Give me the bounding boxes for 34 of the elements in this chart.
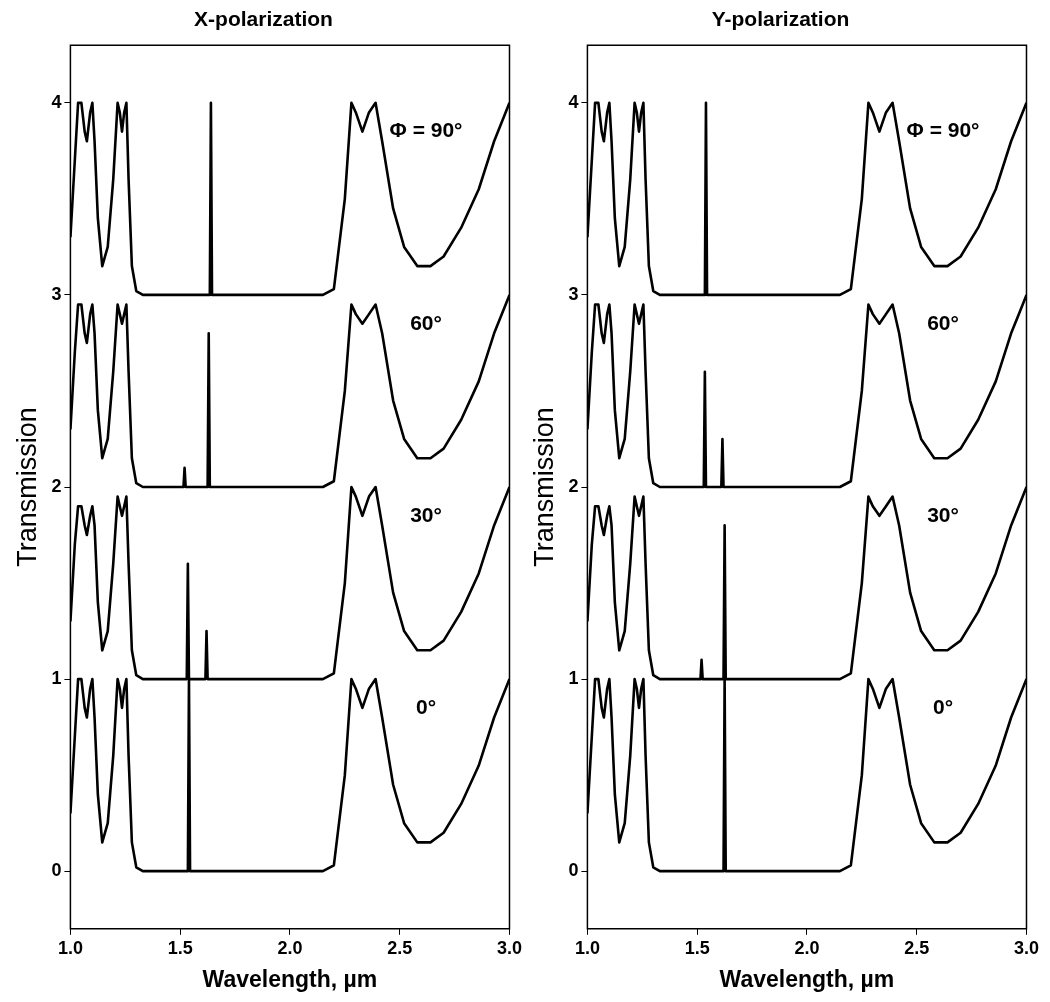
series-label: 0°	[416, 694, 437, 718]
x-tick-label: 2.0	[794, 937, 820, 958]
x-tick-label: 1.0	[57, 937, 83, 958]
y-tick-label: 2	[51, 475, 62, 496]
y-tick-label: 1	[568, 668, 579, 689]
series-label: 60°	[927, 310, 959, 334]
x-tick-label: 2.5	[904, 937, 930, 958]
chart-title: Y-polarization	[711, 7, 850, 31]
x-axis-title: Wavelength, µm	[202, 965, 378, 992]
series-label: Φ = 90°	[389, 118, 463, 142]
series-label: 30°	[410, 502, 442, 526]
x-tick-label: 1.0	[574, 937, 600, 958]
x-tick-label: 3.0	[1013, 937, 1039, 958]
series-label: Φ = 90°	[906, 118, 980, 142]
chart-title: X-polarization	[194, 7, 333, 31]
x-tick-label: 3.0	[496, 937, 522, 958]
y-tick-label: 0	[568, 860, 579, 881]
x-axis-title: Wavelength, µm	[719, 965, 895, 992]
x-tick-label: 2.5	[387, 937, 413, 958]
y-tick-label: 0	[51, 860, 62, 881]
y-tick-label: 1	[51, 668, 62, 689]
y-tick-label: 3	[51, 283, 62, 304]
series-label: 30°	[927, 502, 959, 526]
y-tick-label: 4	[51, 91, 62, 112]
y-tick-label: 4	[568, 91, 579, 112]
series-label: 0°	[933, 694, 954, 718]
x-tick-label: 1.5	[684, 937, 710, 958]
y-axis-title: Transmission	[528, 407, 559, 567]
x-tick-label: 2.0	[277, 937, 303, 958]
y-tick-label: 2	[568, 475, 579, 496]
y-tick-label: 3	[568, 283, 579, 304]
x-tick-label: 1.5	[167, 937, 193, 958]
series-label: 60°	[410, 310, 442, 334]
y-axis-title: Transmission	[11, 407, 42, 567]
